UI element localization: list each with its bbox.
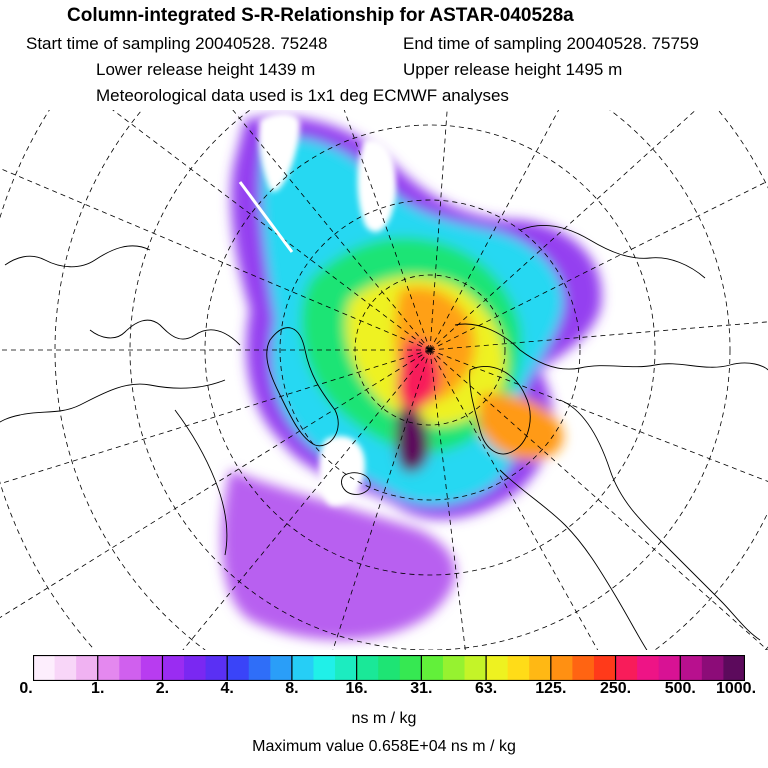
colorbar-swatch: [529, 655, 552, 681]
coastlines: [0, 225, 768, 650]
sampling-track: [238, 181, 294, 253]
meridian: [429, 110, 448, 351]
colorbar-swatch: [162, 655, 185, 681]
colorbar-tick-label: 1000.: [715, 680, 757, 697]
colorbar-tick-label: 0.: [19, 680, 33, 697]
colorbar-swatch: [572, 655, 595, 681]
colorbar-swatch: [119, 655, 142, 681]
colorbar-swatch: [615, 655, 638, 681]
meridian: [429, 110, 697, 351]
meridian: [429, 349, 768, 482]
meridian: [343, 110, 431, 351]
plot-title: Column-integrated S-R-Relationship for A…: [67, 5, 574, 26]
plume-gaps: [258, 113, 396, 506]
start-time-label: Start time of sampling 20040528. 75248: [26, 34, 328, 53]
meridian: [232, 110, 431, 351]
colorbar-swatch: [97, 655, 120, 681]
colorbar-tick-label: 63.: [474, 680, 498, 697]
colorbar-tick-label: 2.: [155, 680, 170, 697]
colorbar-tick-labels: 0. 1. 2. 4. 8. 16. 31. 63. 125. 250. 500. 1000.: [0, 680, 768, 704]
colorbar-swatch: [593, 655, 617, 681]
coastline-alaska: [4, 245, 151, 268]
colorbar-swatch: [54, 655, 77, 681]
meridian: [429, 180, 768, 351]
colorbar-frame: [33, 655, 745, 681]
coastline-canada-arctic: [89, 319, 241, 346]
colorbar-tick-label: 500.: [664, 680, 696, 697]
colorbar-swatch: [291, 655, 314, 681]
colorbar-swatch: [723, 655, 745, 681]
meridian: [0, 349, 431, 619]
graticule: [0, 110, 768, 650]
colorbar-swatch: [270, 655, 293, 681]
colorbar-swatch: [550, 655, 573, 681]
colorbar-swatch: [33, 655, 56, 681]
colorbar-swatch: [637, 655, 660, 681]
plume-orange-east: [478, 393, 564, 460]
coastline-siberia: [519, 225, 706, 279]
coastline-eurasia-north: [454, 323, 768, 371]
lower-release-label: Lower release height 1439 m: [96, 60, 316, 79]
plume-violet-south: [221, 470, 456, 640]
polar-map: [0, 110, 768, 650]
colorbar-tick-label: 1.: [91, 680, 105, 697]
colorbar-swatch: [701, 655, 724, 681]
colorbar-swatch: [184, 655, 207, 681]
colorbar-swatch: [464, 655, 487, 681]
colorbar-tick-label: 125.: [535, 680, 567, 697]
coastline-north-america: [0, 379, 226, 423]
colorbar-swatch: [335, 655, 358, 681]
meridian: [0, 168, 431, 351]
colorbar-swatch: [248, 655, 271, 681]
meridian: [429, 321, 768, 351]
meteorological-data-label: Meteorological data used is 1x1 deg ECMW…: [96, 86, 509, 105]
meridian: [332, 349, 431, 650]
colorbar-swatch: [76, 655, 99, 681]
colorbar-swatch: [313, 655, 336, 681]
colorbar-tick-label: 4.: [220, 680, 234, 697]
coastline-scandinavia: [469, 366, 531, 455]
coastline-asia-east: [559, 399, 761, 641]
coastline-europe: [499, 469, 648, 650]
plume-core: [396, 407, 430, 473]
colorbar-swatch: [507, 655, 530, 681]
upper-release-label: Upper release height 1495 m: [403, 60, 623, 79]
colorbar-swatch: [140, 655, 163, 681]
colorbar-tick-label: 31.: [410, 680, 433, 697]
colorbar-swatch: [205, 655, 228, 681]
end-time-label: End time of sampling 20040528. 75759: [403, 34, 699, 53]
meridian: [429, 349, 466, 650]
maximum-value-label: Maximum value 0.658E+04 ns m / kg: [252, 738, 516, 755]
meridian: [0, 349, 431, 485]
colorbar-swatch: [378, 655, 401, 681]
colorbar-swatch: [227, 655, 250, 681]
coastline-greenland: [266, 327, 339, 447]
colorbar-swatch: [680, 655, 703, 681]
meridian: [429, 110, 560, 351]
colorbar-swatch: [399, 655, 422, 681]
colorbar-tick-label: 8.: [285, 680, 299, 697]
coastline-hudson: [174, 409, 228, 556]
colorbar-tick-label: 250.: [599, 680, 632, 697]
meridian: [182, 349, 431, 650]
plume-red: [397, 339, 440, 410]
colorbar-units: ns m / kg: [351, 710, 417, 727]
meridian: [429, 349, 599, 650]
coastline-iceland: [341, 472, 371, 495]
colorbar-tick-label: 16.: [345, 680, 368, 697]
colorbar-swatch: [421, 655, 444, 681]
colorbar-swatch: [658, 655, 681, 681]
latitude-circle: [129, 110, 731, 650]
colorbar-swatch: [356, 655, 379, 681]
colorbar: [33, 655, 745, 681]
colorbar-swatch: [486, 655, 509, 681]
colorbar-swatch: [442, 655, 466, 681]
latitude-circle: [279, 199, 581, 501]
